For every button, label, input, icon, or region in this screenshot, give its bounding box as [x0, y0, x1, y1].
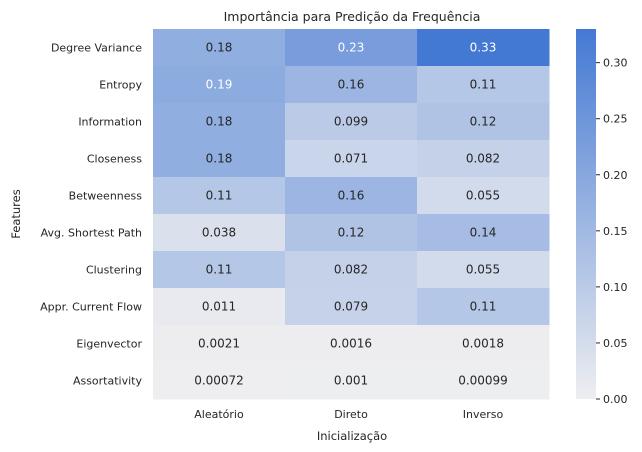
heatmap-cell [417, 177, 550, 215]
heatmap-cells [153, 29, 550, 400]
cell-value-label: 0.055 [466, 263, 500, 277]
cell-value-label: 0.16 [338, 189, 365, 203]
row-label: Degree Variance [51, 42, 142, 55]
cell-value-label: 0.33 [470, 41, 497, 55]
cell-value-label: 0.00099 [458, 374, 508, 388]
heatmap-cell [153, 103, 286, 141]
row-label: Assortativity [73, 375, 143, 388]
heatmap-cell [153, 66, 286, 104]
heatmap-cell [153, 288, 286, 326]
heatmap-cell [153, 177, 286, 215]
cell-value-label: 0.0016 [330, 337, 372, 351]
cell-value-label: 0.14 [470, 226, 497, 240]
heatmap-cell [285, 214, 418, 252]
cell-value-label: 0.001 [334, 374, 368, 388]
heatmap-cell [417, 66, 550, 104]
heatmap-cell [285, 325, 418, 363]
heatmap-cell [285, 288, 418, 326]
cell-value-label: 0.12 [470, 115, 497, 129]
chart-title: Importância para Predição da Frequência [224, 9, 481, 24]
cell-value-label: 0.12 [338, 226, 365, 240]
row-label: Clustering [86, 264, 142, 277]
cell-value-label: 0.23 [338, 41, 365, 55]
heatmap-cell [417, 140, 550, 178]
heatmap-cell [285, 29, 418, 67]
cell-value-label: 0.18 [206, 152, 233, 166]
heatmap-cell [417, 325, 550, 363]
heatmap-cell [153, 325, 286, 363]
cell-value-label: 0.055 [466, 189, 500, 203]
heatmap-cell [285, 66, 418, 104]
colorbar-tick-label: 0.05 [603, 337, 628, 350]
heatmap-cell [285, 103, 418, 141]
colorbar-ticks: 0.00 0.05 0.10 0.15 0.20 0.25 0.30 [596, 57, 628, 406]
heatmap-cell [417, 29, 550, 67]
colorbar-tick-label: 0.25 [603, 113, 628, 126]
cell-value-label: 0.16 [338, 78, 365, 92]
heatmap-cell [285, 251, 418, 289]
colorbar-tick-label: 0.30 [603, 57, 628, 70]
column-label: Inverso [463, 408, 504, 421]
colorbar-tick-label: 0.10 [603, 281, 628, 294]
heatmap-cell [417, 288, 550, 326]
heatmap-cell [285, 177, 418, 215]
colorbar-tick-label: 0.20 [603, 169, 628, 182]
y-axis-label: Features [9, 189, 23, 238]
heatmap-cell [153, 29, 286, 67]
cell-value-label: 0.18 [206, 115, 233, 129]
heatmap-cell [153, 251, 286, 289]
cell-value-label: 0.18 [206, 41, 233, 55]
cell-value-label: 0.082 [334, 263, 368, 277]
column-label: Aleatório [194, 408, 244, 421]
heatmap-cell [417, 362, 550, 400]
cell-value-label: 0.11 [470, 300, 497, 314]
cell-value-label: 0.0021 [198, 337, 240, 351]
x-axis-label: Inicialização [317, 429, 387, 443]
heatmap-cell [285, 362, 418, 400]
row-label: Appr. Current Flow [40, 301, 142, 314]
cell-value-label: 0.11 [470, 78, 497, 92]
heatmap-cell [153, 140, 286, 178]
row-label: Information [78, 116, 142, 129]
colorbar [576, 29, 596, 399]
row-label: Betweenness [69, 190, 143, 203]
colorbar-tick-label: 0.00 [603, 393, 628, 406]
row-label: Closeness [87, 153, 142, 166]
row-label: Avg. Shortest Path [41, 227, 142, 240]
cell-value-label: 0.0018 [462, 337, 504, 351]
row-label: Eigenvector [76, 338, 142, 351]
heatmap-cell-labels: 0.18 0.23 0.33 0.19 0.16 0.11 0.18 0.099 0.12 0.1… [194, 41, 508, 388]
cell-value-label: 0.11 [206, 263, 233, 277]
cell-value-label: 0.079 [334, 300, 368, 314]
cell-value-label: 0.099 [334, 115, 368, 129]
heatmap-cell [153, 214, 286, 252]
heatmap-cell [153, 362, 286, 400]
cell-value-label: 0.082 [466, 152, 500, 166]
heatmap-cell [417, 251, 550, 289]
row-labels: Degree Variance Entropy Information Closene… [40, 42, 142, 388]
heatmap-cell [417, 103, 550, 141]
column-label: Direto [334, 408, 368, 421]
cell-value-label: 0.071 [334, 152, 368, 166]
cell-value-label: 0.19 [206, 78, 233, 92]
cell-value-label: 0.11 [206, 189, 233, 203]
heatmap-cell [285, 140, 418, 178]
row-label: Entropy [99, 79, 142, 92]
cell-value-label: 0.038 [202, 226, 236, 240]
column-labels: Aleatório Direto Inverso [194, 408, 503, 421]
heatmap-cell [417, 214, 550, 252]
cell-value-label: 0.011 [202, 300, 236, 314]
colorbar-tick-label: 0.15 [603, 225, 628, 238]
cell-value-label: 0.00072 [194, 374, 244, 388]
